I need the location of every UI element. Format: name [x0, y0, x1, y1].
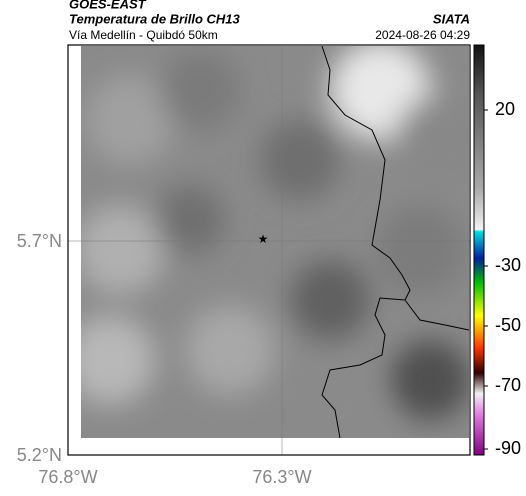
colorbar-tick-label: 20 — [495, 99, 515, 119]
location-marker: ★ — [258, 232, 269, 246]
colorbar-tick-label: -30 — [495, 255, 521, 275]
colorbar-ticks: 20 -30 -50 -70 -90 — [484, 99, 521, 458]
title: Temperatura de Brillo CH13 — [69, 11, 241, 26]
subtitle: Vía Medellín - Quibdó 50km — [69, 28, 218, 42]
border-line — [321, 46, 469, 438]
source: SIATA — [433, 11, 470, 26]
product-label: GOES-EAST — [69, 0, 147, 11]
map-frame — [67, 44, 471, 456]
lon-label: 76.8°W — [38, 467, 97, 487]
satellite-image — [81, 46, 469, 438]
colorbar-tick-label: -50 — [495, 315, 521, 335]
datetime: 2024-08-26 04:29 — [375, 28, 470, 42]
colorbar-tick-label: -90 — [495, 438, 521, 458]
lat-label: 5.7°N — [17, 231, 62, 251]
lat-label: 5.2°N — [17, 445, 62, 465]
colorbar-tick-label: -70 — [495, 375, 521, 395]
colorbar — [473, 44, 485, 456]
lon-label: 76.3°W — [252, 467, 311, 487]
